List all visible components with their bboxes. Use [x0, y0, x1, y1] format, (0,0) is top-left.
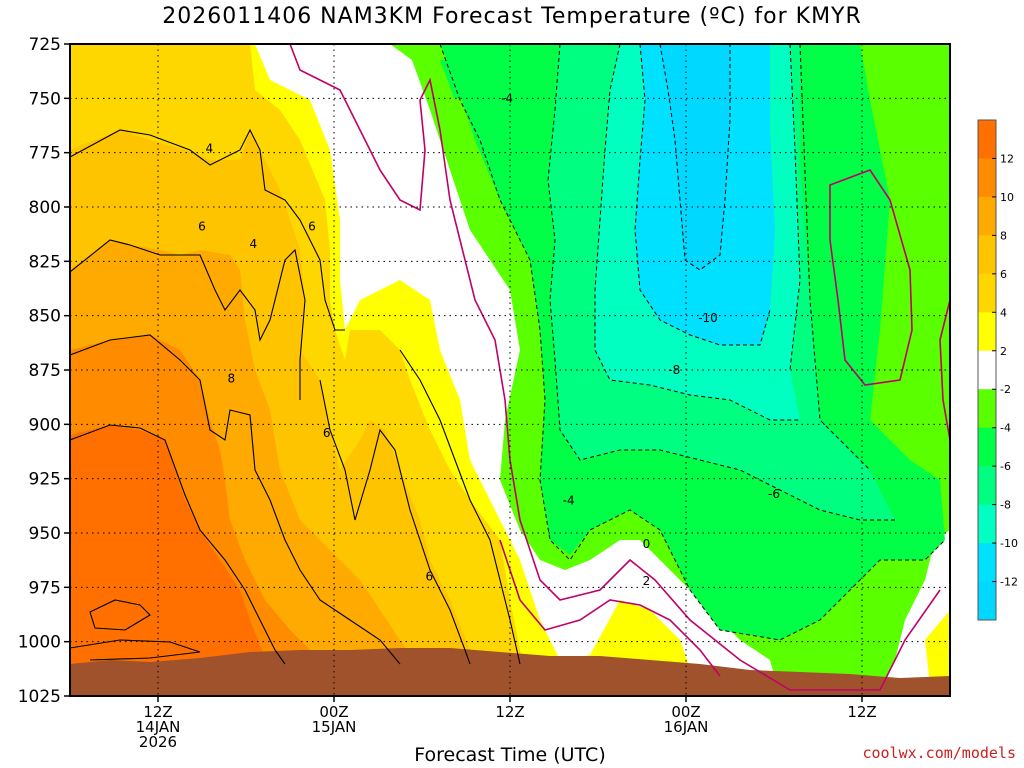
contour-label: -10: [698, 311, 718, 325]
contour-6-upper: [70, 239, 306, 400]
contour-lines-zero: [289, 44, 950, 691]
contour-12-pocket: [89, 599, 151, 631]
contour-label: -8: [668, 363, 680, 377]
contour-label: 6: [308, 220, 316, 234]
y-tick-label: 850: [29, 307, 61, 327]
colorbar-swatch: [978, 427, 996, 467]
colorbar-swatch: [978, 158, 996, 198]
credit-text[interactable]: coolwx.com/models: [862, 744, 1016, 762]
colorbar: 12 10 8 6 4 2 -2 -4 -6 -8 -10 -12: [977, 119, 1018, 621]
colorbar-swatch: [978, 120, 996, 159]
contour-6-right: [399, 349, 521, 665]
x-tick-label: 00Z: [319, 703, 348, 721]
colorbar-swatch: [978, 235, 996, 275]
colorbar-swatch: [978, 581, 996, 621]
chart-title: 2026011406 NAM3KM Forecast Temperature (…: [162, 4, 862, 29]
colorbar-swatch: [978, 312, 996, 352]
y-tick-label: 775: [29, 144, 61, 164]
contour-label: -6: [768, 487, 780, 501]
contour-6-lower: [319, 379, 471, 665]
x-tick-label: 12Z: [495, 703, 524, 721]
colorbar-label: -12: [1000, 576, 1018, 589]
y-tick-label: 975: [29, 578, 61, 598]
colorbar-label: -4: [1000, 422, 1011, 435]
contour-0-right-loop: [829, 169, 913, 386]
y-tick-label: 825: [29, 252, 61, 272]
x-tick-label: 12Z: [847, 703, 876, 721]
colorbar-label: 12: [1000, 152, 1014, 165]
contour-2-lower: [499, 539, 721, 677]
colorbar-swatch: [978, 466, 996, 506]
colorbar-frame: [977, 119, 997, 621]
band-right-warm-pocket: [925, 610, 950, 685]
contour-0-main: [289, 44, 941, 691]
y-tick-label: 925: [29, 470, 61, 490]
colorbar-label: 4: [1000, 306, 1007, 319]
colorbar-swatch: [978, 196, 996, 236]
contour-4: [70, 128, 345, 331]
colorbar-label: 2: [1000, 345, 1007, 358]
contour-label: 6: [323, 426, 331, 440]
contour-label: 6: [198, 220, 206, 234]
x-tick-label: 00Z: [671, 703, 700, 721]
contour-8: [70, 334, 401, 665]
contour-minus-10: [634, 44, 771, 346]
band-orange-above-12: [70, 425, 275, 696]
colorbar-swatch: [978, 543, 996, 583]
x-axis-label: Forecast Time (UTC): [414, 744, 606, 766]
y-tick-label: 725: [29, 35, 61, 55]
colorbar-label: -6: [1000, 460, 1011, 473]
colorbar-swatch: [978, 389, 996, 429]
x-tick-label: 2026: [139, 733, 177, 751]
contour-minus-8: [594, 44, 800, 421]
contour-label: -4: [563, 493, 575, 507]
contour-minus-12: [659, 44, 731, 271]
gridlines: [70, 44, 950, 696]
x-tick-label: 14JAN: [136, 718, 181, 736]
contour-label-layer: 4 4 6 6 8 6 6 -4 -10 -8 -6 -4 0 2: [198, 91, 780, 587]
colorbar-swatch: [978, 350, 996, 390]
temperature-field: 4 4 6 6 8 6 6 -4 -10 -8 -6 -4 0 2: [70, 44, 950, 696]
y-tick-label: 750: [29, 89, 61, 109]
contour-label: -4: [501, 91, 513, 105]
colorbar-swatch: [978, 504, 996, 544]
y-tick-label: 875: [29, 361, 61, 381]
contour-minus-6: [547, 44, 895, 521]
contour-minus-8-right: [789, 44, 801, 371]
y-tick-label: 900: [29, 415, 61, 435]
y-tick-label: 950: [29, 524, 61, 544]
x-tick-label: 15JAN: [312, 718, 357, 736]
contour-minus-6-right: [799, 44, 871, 471]
band-cyan-below-minus-12: [660, 44, 730, 270]
colorbar-label: 10: [1000, 191, 1014, 204]
y-tick-label: 800: [29, 198, 61, 218]
x-tick-label: 12Z: [143, 703, 172, 721]
y-axis: 725 750 775 800 825 850 875 900 925 950 975 1000 102…: [18, 35, 70, 707]
y-tick-label: 1025: [18, 687, 61, 707]
colorbar-label: 6: [1000, 268, 1007, 281]
colorbar-label: -2: [1000, 383, 1011, 396]
contour-0-right-edge: [939, 299, 950, 441]
colorbar-swatch: [978, 273, 996, 313]
colorbar-label: -10: [1000, 537, 1018, 550]
contour-label: 0: [643, 537, 651, 551]
contour-lines: [70, 128, 521, 665]
contour-10: [70, 424, 286, 665]
contour-label: 4: [250, 237, 258, 251]
contour-label: 6: [426, 569, 434, 583]
colorbar-label: -8: [1000, 499, 1011, 512]
x-tick-label: 16JAN: [664, 718, 709, 736]
colorbar-label: 8: [1000, 229, 1007, 242]
contour-near-surface: [70, 639, 201, 661]
y-tick-label: 1000: [18, 633, 61, 653]
contour-label: 8: [228, 372, 236, 386]
contour-label: 4: [206, 141, 214, 155]
contour-label: 2: [643, 574, 651, 588]
